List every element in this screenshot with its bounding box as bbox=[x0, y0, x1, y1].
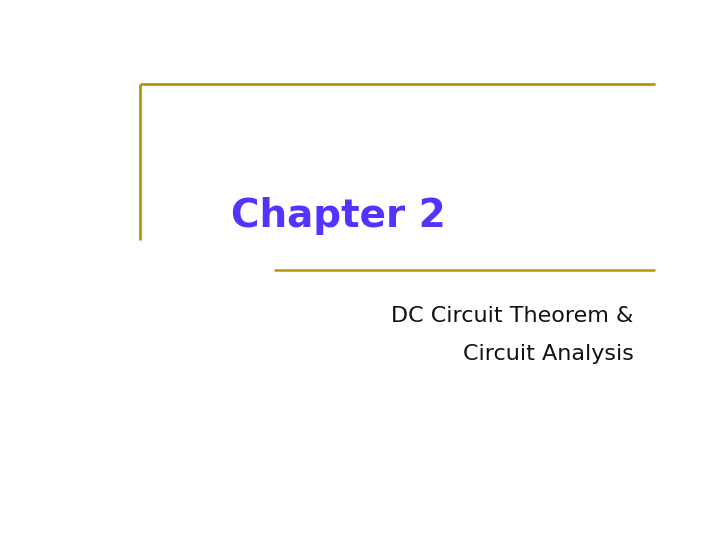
Text: Circuit Analysis: Circuit Analysis bbox=[463, 343, 634, 364]
Text: DC Circuit Theorem &: DC Circuit Theorem & bbox=[392, 306, 634, 326]
Text: Chapter 2: Chapter 2 bbox=[231, 197, 446, 235]
